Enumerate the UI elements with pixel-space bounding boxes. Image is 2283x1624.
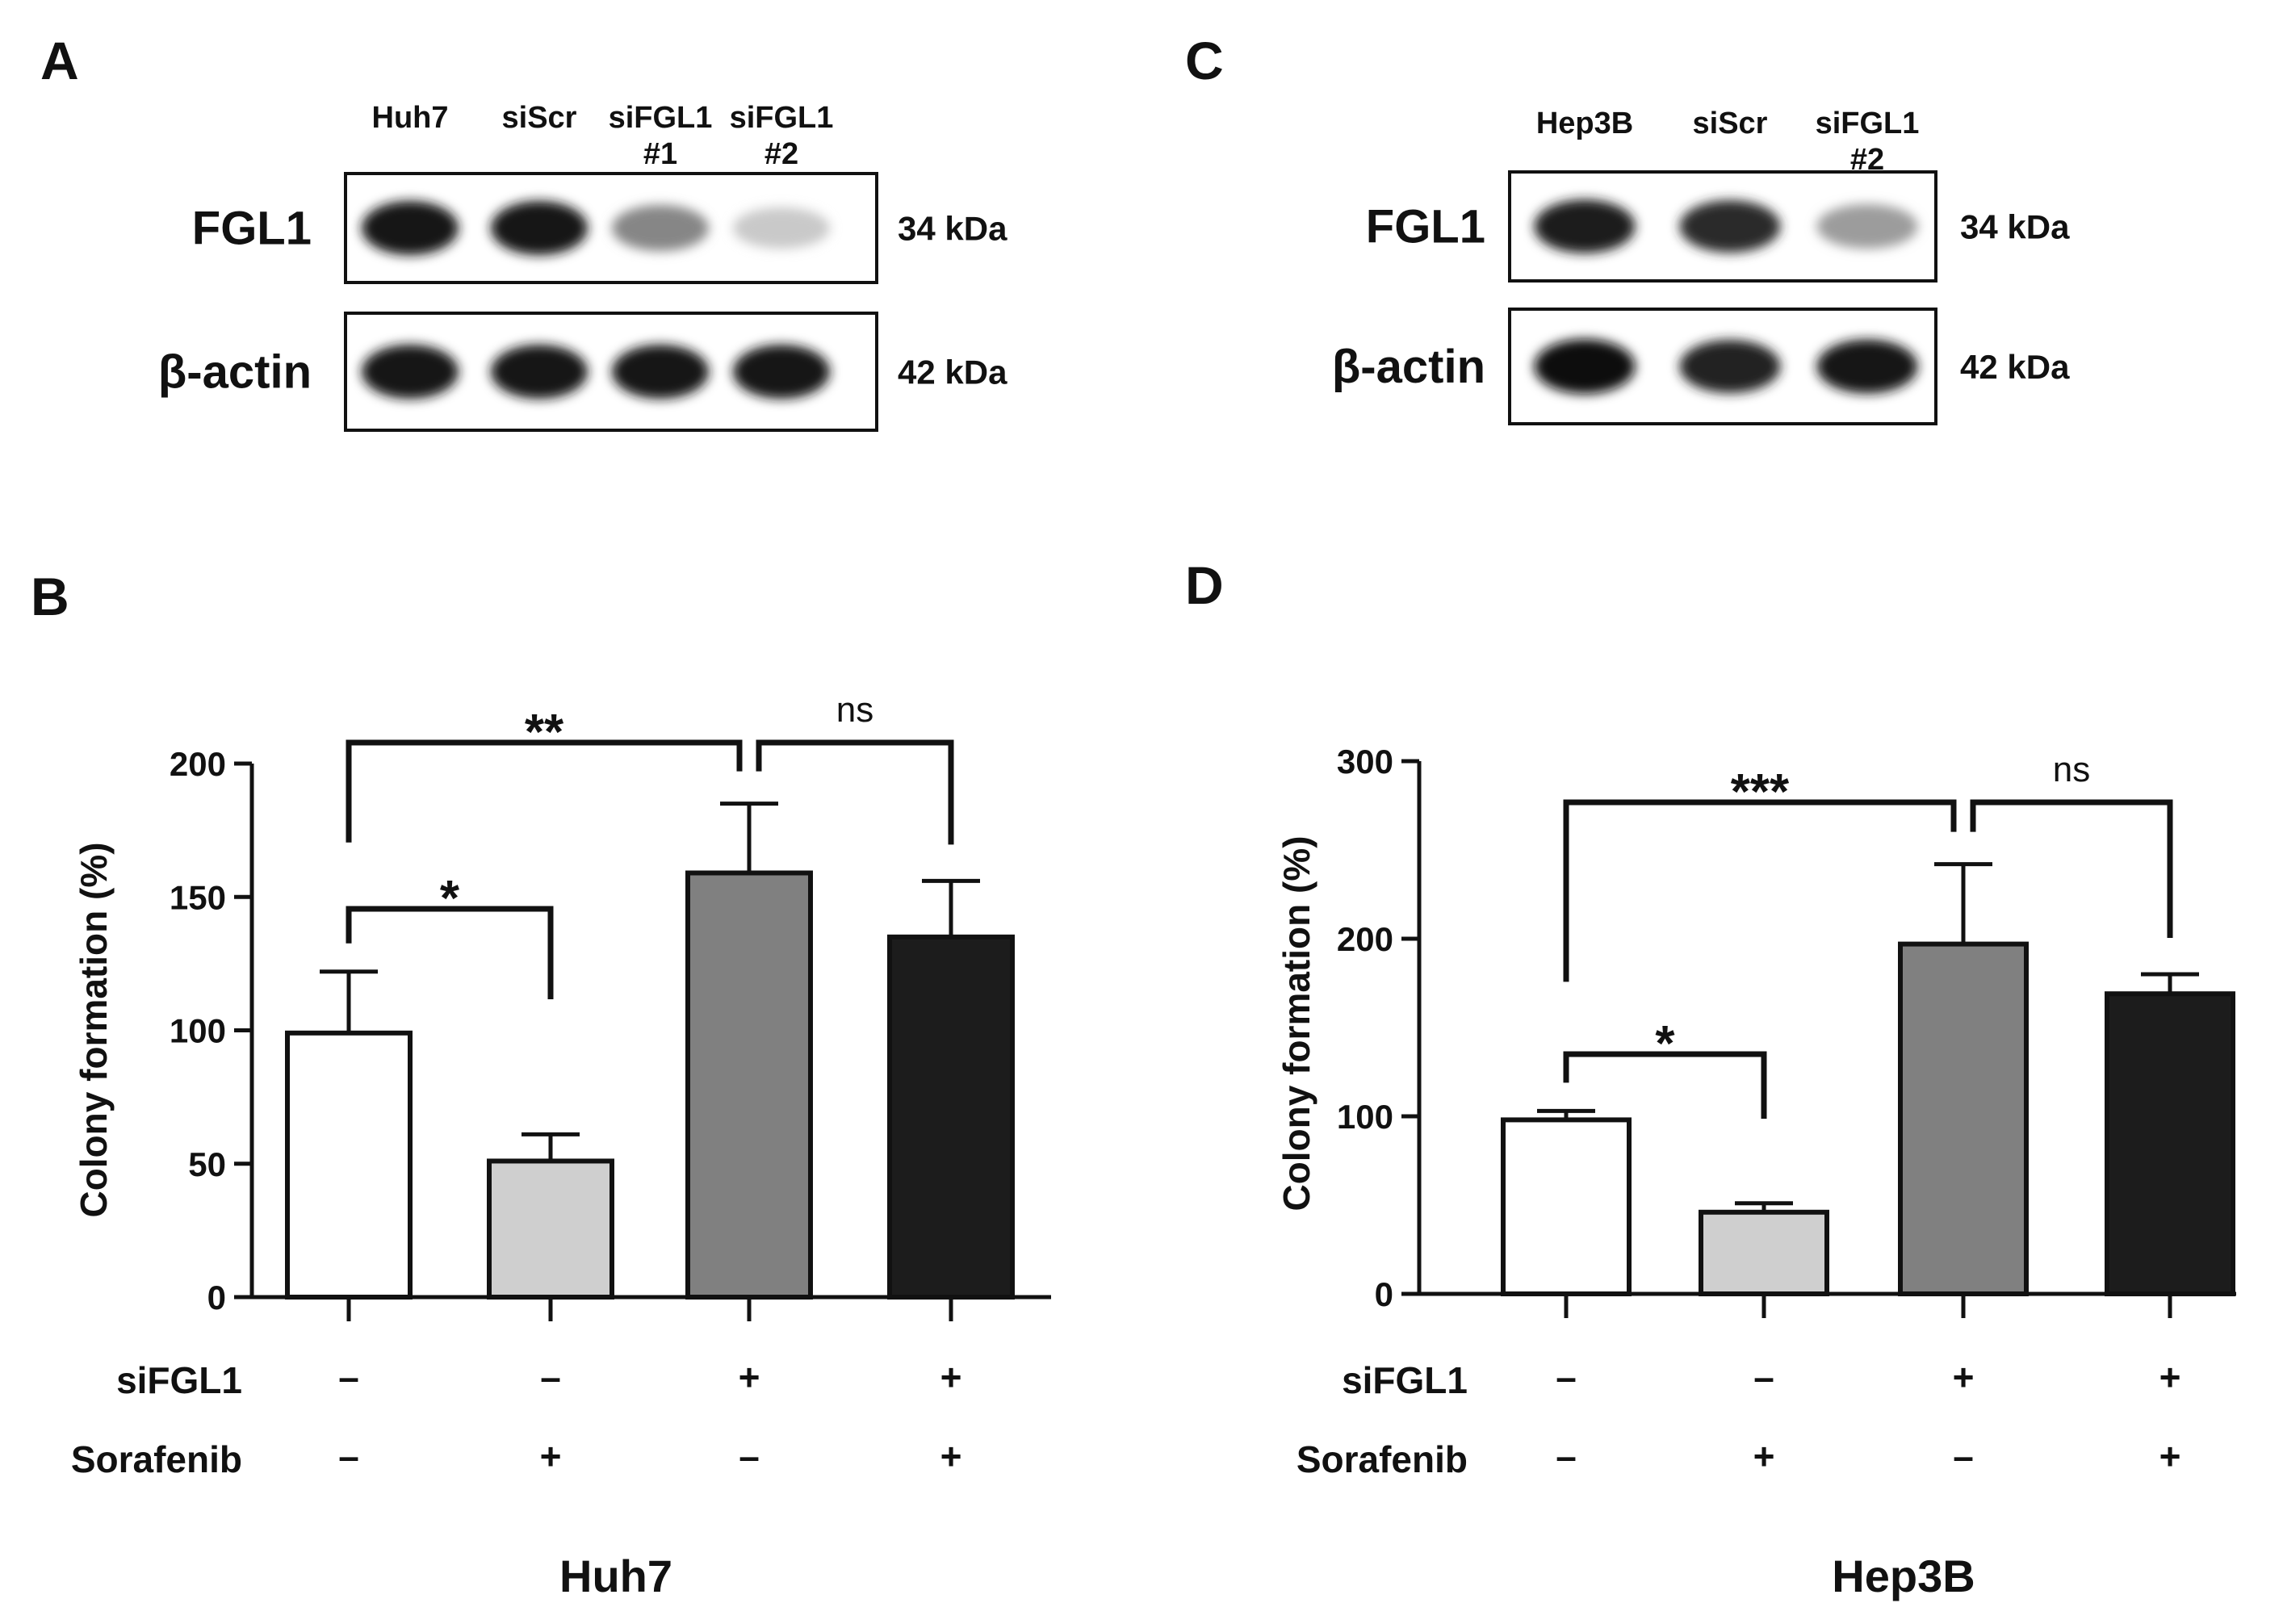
blot-band <box>491 345 588 399</box>
sorafenib-sign: – <box>739 1435 760 1477</box>
bar <box>1699 1209 1829 1297</box>
sifgl1-sign: + <box>940 1356 962 1398</box>
lane-label-line2: #1 <box>643 137 677 171</box>
sorafenib-sign: – <box>1953 1435 1974 1477</box>
significance-label: * <box>440 871 460 927</box>
blot-protein-label: β-actin <box>1332 341 1485 393</box>
blot-kda-label: 42 kDa <box>898 354 1007 391</box>
blot-kda-label: 34 kDa <box>1960 208 2070 246</box>
blot-band <box>362 345 459 399</box>
significance-label: ns <box>836 690 873 730</box>
blot-band <box>1816 204 1918 249</box>
significance-label: *** <box>1731 764 1790 820</box>
bar <box>1501 1117 1632 1297</box>
blot-band <box>733 345 830 399</box>
y-tick-label: 50 <box>188 1145 226 1183</box>
chart-title: Hep3B <box>1832 1551 1975 1601</box>
y-tick-label: 100 <box>170 1012 226 1050</box>
significance-bracket <box>1563 799 1957 982</box>
lane-label: Hep3B <box>1536 107 1633 140</box>
sifgl1-sign: – <box>338 1356 359 1398</box>
bar <box>2105 991 2235 1296</box>
lane-label: Huh7 <box>372 101 449 135</box>
y-tick-label: 200 <box>1337 920 1393 958</box>
bar <box>685 870 813 1300</box>
sorafenib-sign: + <box>940 1435 962 1477</box>
chart-title: Huh7 <box>559 1551 672 1601</box>
lane-label: siFGL1 <box>730 101 834 135</box>
panel-letter-b: B <box>31 567 69 626</box>
significance-bracket <box>346 906 554 999</box>
sifgl1-sign: + <box>739 1356 760 1398</box>
significance-label: ** <box>525 705 564 760</box>
bar <box>1898 941 2029 1296</box>
panel-letter-c: C <box>1185 31 1224 90</box>
blot-band <box>733 207 830 249</box>
sorafenib-sign: + <box>1753 1435 1775 1477</box>
significance-bracket <box>756 739 954 845</box>
blot-band <box>612 205 709 251</box>
blot-band <box>1534 199 1636 253</box>
significance-bracket <box>1970 799 2173 938</box>
sifgl1-sign: – <box>540 1356 561 1398</box>
blot-band <box>1679 200 1781 253</box>
sorafenib-row-label: Sorafenib <box>71 1438 242 1480</box>
blot-band <box>1679 340 1781 393</box>
significance-bracket <box>1563 1051 1767 1119</box>
sifgl1-sign: – <box>1556 1356 1577 1398</box>
lane-label: siScr <box>1693 107 1768 140</box>
bar <box>285 1030 413 1300</box>
sorafenib-sign: – <box>1556 1435 1577 1477</box>
blot-kda-label: 34 kDa <box>898 210 1007 248</box>
chart-panel-b: 0 50 100 150 200 Colony formation (%) – – – + + – + +… <box>71 690 1051 1601</box>
lane-label: siFGL1 <box>609 101 713 135</box>
y-tick-label: 300 <box>1337 743 1393 781</box>
bar <box>487 1158 614 1300</box>
sorafenib-sign: – <box>338 1435 359 1477</box>
panel-letter-d: D <box>1185 555 1224 615</box>
y-tick-label: 100 <box>1337 1098 1393 1136</box>
y-tick-label: 0 <box>207 1279 226 1316</box>
y-axis-label: Colony formation (%) <box>1276 835 1317 1211</box>
sorafenib-sign: + <box>540 1435 562 1477</box>
blot-band <box>1816 339 1918 394</box>
sifgl1-sign: – <box>1753 1356 1774 1398</box>
blot-kda-label: 42 kDa <box>1960 348 2070 386</box>
y-axis-label: Colony formation (%) <box>73 842 115 1217</box>
blot-band <box>1534 339 1636 394</box>
lane-label: siScr <box>502 101 577 135</box>
y-tick-label: 150 <box>170 878 226 916</box>
sorafenib-sign: + <box>2159 1435 2181 1477</box>
sifgl1-sign: + <box>1953 1356 1975 1398</box>
lane-label-line2: #2 <box>764 137 798 171</box>
blot-band <box>612 345 709 399</box>
y-tick-label: 0 <box>1375 1275 1393 1313</box>
significance-label: * <box>1655 1016 1675 1072</box>
sifgl1-sign: + <box>2159 1356 2181 1398</box>
sorafenib-row-label: Sorafenib <box>1296 1438 1468 1480</box>
sifgl1-row-label: siFGL1 <box>1342 1359 1468 1401</box>
blot-protein-label: β-actin <box>158 346 312 399</box>
panel-letter-a: A <box>40 31 79 90</box>
lane-label: siFGL1 <box>1816 107 1920 140</box>
sifgl1-row-label: siFGL1 <box>116 1359 242 1401</box>
bar <box>887 934 1015 1300</box>
significance-label: ns <box>2053 750 2090 789</box>
y-tick-label: 200 <box>170 745 226 783</box>
significance-bracket <box>346 739 743 843</box>
blot-band <box>491 201 588 255</box>
blot-band <box>362 201 459 255</box>
blot-protein-label: FGL1 <box>1366 201 1485 253</box>
blot-protein-label: FGL1 <box>192 203 312 255</box>
